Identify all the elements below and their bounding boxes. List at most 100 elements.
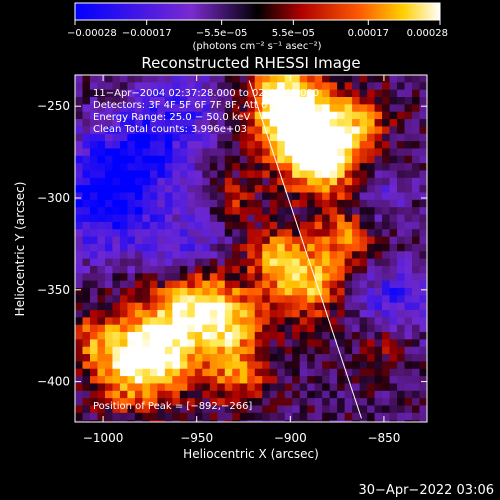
heatmap-cell bbox=[337, 280, 346, 289]
heatmap-cell bbox=[179, 148, 188, 157]
heatmap-cell bbox=[359, 236, 368, 245]
heatmap-cell bbox=[232, 273, 241, 282]
heatmap-cell bbox=[134, 243, 144, 252]
heatmap-cell bbox=[149, 119, 158, 128]
heatmap-cell bbox=[389, 126, 398, 135]
heatmap-cell bbox=[277, 104, 286, 113]
heatmap-cell bbox=[82, 412, 91, 421]
heatmap-cell bbox=[322, 177, 331, 186]
heatmap-cell bbox=[374, 251, 383, 260]
heatmap-cell bbox=[75, 221, 84, 230]
heatmap-cell bbox=[314, 82, 323, 91]
heatmap-cell bbox=[172, 324, 181, 333]
heatmap-cell bbox=[284, 317, 293, 326]
heatmap-cell bbox=[344, 170, 353, 179]
heatmap-cell bbox=[397, 368, 406, 377]
heatmap-cell bbox=[239, 420, 248, 422]
heatmap-cell bbox=[187, 420, 196, 422]
heatmap-cell bbox=[112, 376, 121, 385]
heatmap-cell bbox=[104, 221, 114, 230]
heatmap-cell bbox=[374, 229, 383, 238]
heatmap-cell bbox=[172, 148, 181, 157]
heatmap-cell bbox=[389, 302, 398, 311]
info-line: Clean Total counts: 3.996e+03 bbox=[93, 124, 247, 135]
heatmap-cell bbox=[299, 287, 308, 296]
heatmap-cell bbox=[359, 376, 368, 385]
heatmap-cell bbox=[82, 273, 91, 282]
heatmap-cell bbox=[367, 185, 376, 194]
heatmap-cell bbox=[397, 177, 406, 186]
heatmap-cell bbox=[262, 412, 271, 421]
heatmap-cell bbox=[397, 89, 406, 98]
heatmap-cell bbox=[412, 111, 421, 120]
heatmap-cell bbox=[284, 126, 293, 135]
heatmap-cell bbox=[97, 368, 106, 377]
heatmap-cell bbox=[82, 339, 91, 348]
heatmap-cell bbox=[382, 163, 391, 172]
heatmap-cell bbox=[299, 243, 308, 252]
heatmap-cell bbox=[172, 412, 181, 421]
heatmap-cell bbox=[247, 148, 256, 157]
heatmap-cell bbox=[254, 207, 263, 216]
heatmap-cell bbox=[337, 229, 346, 238]
heatmap-cell bbox=[277, 412, 286, 421]
heatmap-cell bbox=[232, 346, 241, 355]
heatmap-cell bbox=[119, 148, 129, 157]
heatmap-cell bbox=[247, 258, 256, 267]
heatmap-cell bbox=[337, 126, 346, 135]
heatmap-cell bbox=[202, 236, 211, 245]
heatmap-cell bbox=[397, 346, 406, 355]
heatmap-cell bbox=[149, 280, 158, 289]
heatmap-cell bbox=[164, 185, 173, 194]
x-axis-ticks: −1000 −950 −900 −850 bbox=[83, 75, 400, 445]
heatmap-cell bbox=[179, 376, 188, 385]
heatmap-cell bbox=[112, 89, 121, 98]
heatmap-cell bbox=[239, 119, 248, 128]
heatmap-cell bbox=[97, 332, 106, 340]
heatmap-cell bbox=[397, 126, 406, 135]
heatmap-cell bbox=[359, 97, 368, 105]
heatmap-cell bbox=[262, 258, 271, 267]
heatmap-cell bbox=[239, 177, 248, 186]
heatmap-cell bbox=[389, 148, 398, 157]
heatmap-cell bbox=[134, 229, 144, 238]
heatmap-cell bbox=[232, 332, 241, 340]
heatmap-cell bbox=[97, 412, 106, 421]
heatmap-cell bbox=[164, 324, 173, 333]
heatmap-cell bbox=[149, 332, 158, 340]
heatmap-cell bbox=[157, 89, 166, 98]
heatmap-cell bbox=[307, 302, 316, 311]
heatmap-cell bbox=[374, 346, 383, 355]
heatmap-cell bbox=[232, 265, 241, 274]
heatmap-cell bbox=[254, 420, 263, 422]
heatmap-cell bbox=[149, 265, 158, 274]
heatmap-cell bbox=[389, 398, 398, 407]
heatmap-cell bbox=[307, 346, 316, 355]
heatmap-cell bbox=[119, 104, 129, 113]
heatmap-cell bbox=[172, 214, 181, 223]
heatmap-cell bbox=[75, 104, 84, 113]
heatmap-cell bbox=[374, 126, 383, 135]
heatmap-cell bbox=[412, 265, 421, 274]
heatmap-cell bbox=[164, 133, 173, 142]
heatmap-cell bbox=[382, 75, 391, 83]
heatmap-cell bbox=[75, 287, 84, 296]
heatmap-cell bbox=[374, 258, 383, 267]
heatmap-cell bbox=[157, 376, 166, 385]
heatmap-cell bbox=[127, 420, 136, 422]
heatmap-cell bbox=[104, 398, 114, 407]
heatmap-cell bbox=[352, 368, 361, 377]
heatmap-cell bbox=[149, 141, 158, 150]
heatmap-cell bbox=[322, 310, 331, 318]
heatmap-cell bbox=[262, 368, 271, 377]
heatmap-cell bbox=[119, 155, 129, 164]
heatmap-cell bbox=[404, 214, 413, 223]
heatmap-cell bbox=[104, 163, 114, 172]
heatmap-cell bbox=[322, 163, 331, 172]
heatmap-cell bbox=[97, 405, 106, 414]
heatmap-cell bbox=[149, 163, 158, 172]
heatmap-cell bbox=[307, 310, 316, 318]
heatmap-cell bbox=[194, 265, 203, 274]
heatmap-cell bbox=[224, 295, 233, 304]
heatmap-cell bbox=[134, 295, 144, 304]
